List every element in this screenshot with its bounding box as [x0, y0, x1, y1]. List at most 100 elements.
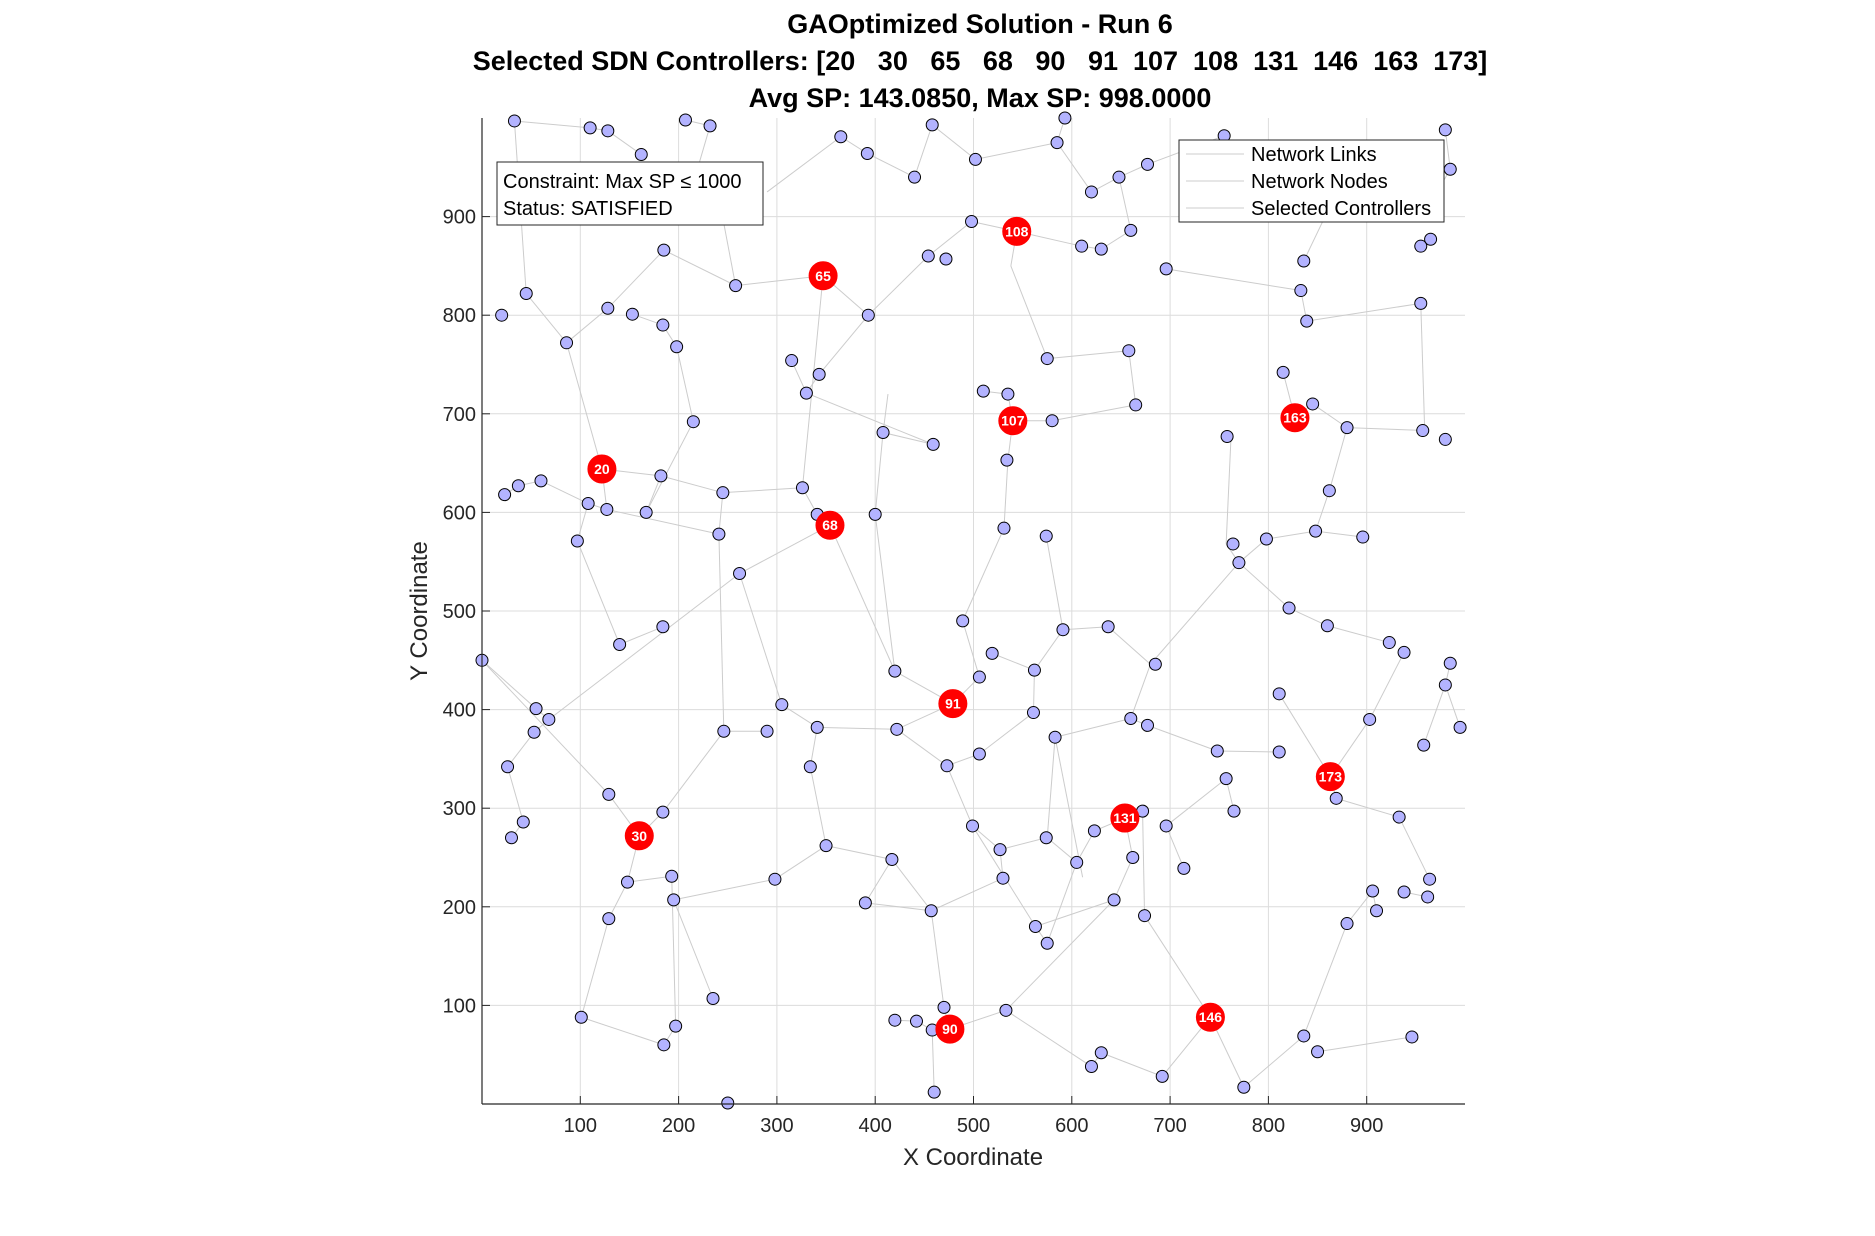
network-node [908, 170, 922, 184]
network-node [1026, 706, 1040, 720]
network-link [1225, 436, 1232, 544]
network-link [1266, 530, 1316, 540]
y-tick-label: 700 [443, 404, 476, 426]
network-link [1107, 626, 1151, 665]
controller-label: 30 [631, 828, 647, 844]
network-link [1328, 427, 1348, 491]
network-node [1309, 524, 1323, 538]
network-node [1107, 893, 1121, 907]
network-node [1040, 352, 1054, 366]
network-link [1003, 460, 1009, 529]
network-link [991, 652, 1035, 671]
network-node [926, 437, 940, 451]
network-node [1311, 1045, 1325, 1059]
network-link [673, 899, 714, 999]
network-node [1424, 232, 1438, 246]
network-link [1312, 403, 1348, 429]
x-tick-label: 700 [1153, 1115, 1186, 1137]
network-node [1140, 157, 1154, 171]
network-link [1306, 302, 1421, 322]
network-link [1347, 427, 1425, 432]
x-tick-label: 300 [760, 1115, 793, 1137]
network-link [576, 540, 621, 645]
controller-marker [938, 689, 968, 719]
network-link [1278, 693, 1331, 777]
network-link [975, 142, 1058, 160]
network-node [993, 843, 1007, 857]
network-node [1112, 170, 1126, 184]
network-link [739, 524, 831, 574]
network-node [999, 1003, 1013, 1017]
controller-label: 131 [1113, 810, 1137, 826]
network-node [909, 1014, 923, 1028]
network-node [1159, 262, 1173, 276]
controller-marker [998, 406, 1028, 436]
network-node [968, 152, 982, 166]
network-node [996, 871, 1010, 885]
x-tick-label: 100 [564, 1115, 597, 1137]
network-node [876, 426, 890, 440]
network-node [1122, 344, 1136, 358]
network-link [1288, 607, 1328, 627]
controller-marker [935, 1014, 965, 1044]
controller-marker [1280, 403, 1310, 433]
network-node [657, 1038, 671, 1052]
network-link [507, 766, 524, 823]
network-node [885, 852, 899, 866]
network-node [1414, 296, 1428, 310]
network-link [1052, 404, 1136, 422]
network-node [927, 1085, 941, 1099]
network-node [678, 113, 692, 127]
network-node [1140, 718, 1154, 732]
network-node [1101, 620, 1115, 634]
chart-title-line-1: GAOptimized Solution - Run 6 [787, 9, 1172, 39]
network-node [1075, 239, 1089, 253]
legend: Network Links Network Nodes Selected Con… [1178, 139, 1445, 223]
network-node [1414, 239, 1428, 253]
network-node [1056, 623, 1070, 637]
network-link [930, 910, 945, 1008]
network-link [525, 293, 567, 344]
network-node [574, 1010, 588, 1024]
network-link [1217, 750, 1280, 753]
axis-ticks: 100 200 300 400 500 600 700 800 900 100 200 300 400 5… [443, 207, 1384, 1137]
x-tick-label: 600 [1055, 1115, 1088, 1137]
network-node [1058, 111, 1072, 125]
network-node [716, 486, 730, 500]
network-node [639, 505, 653, 519]
controller-label: 108 [1005, 223, 1029, 239]
network-node [972, 670, 986, 684]
network-link [1346, 890, 1373, 924]
network-node [1329, 791, 1343, 805]
chart-title-line-3: Avg SP: 143.0850, Max SP: 998.0000 [749, 83, 1212, 113]
network-link [1423, 684, 1446, 746]
y-tick-label: 500 [443, 601, 476, 623]
network-link [817, 726, 897, 730]
network-link [818, 314, 869, 375]
constraint-annotation-box: Constraint: Max SP ≤ 1000 Status: SATISF… [496, 161, 764, 226]
network-node [985, 646, 999, 660]
network-link [1046, 737, 1056, 838]
network-node [803, 760, 817, 774]
controller-label: 65 [815, 268, 831, 284]
network-link [1113, 857, 1134, 901]
network-node [965, 215, 979, 229]
network-link [718, 534, 725, 732]
network-node [669, 1019, 683, 1033]
network-node [583, 121, 597, 135]
network-link [581, 1016, 665, 1046]
network-link [931, 124, 976, 160]
network-node [1138, 909, 1152, 923]
network-link [548, 573, 740, 720]
network-node [703, 119, 717, 133]
network-node [1366, 884, 1380, 898]
legend-label-controllers: Selected Controllers [1251, 198, 1431, 220]
network-node [498, 488, 512, 502]
network-link [1336, 797, 1400, 818]
y-tick-label: 400 [443, 700, 476, 722]
network-link [1369, 652, 1405, 720]
network-node [519, 287, 533, 301]
network-link [676, 346, 694, 422]
network-node [516, 815, 530, 829]
network-node [529, 702, 543, 716]
